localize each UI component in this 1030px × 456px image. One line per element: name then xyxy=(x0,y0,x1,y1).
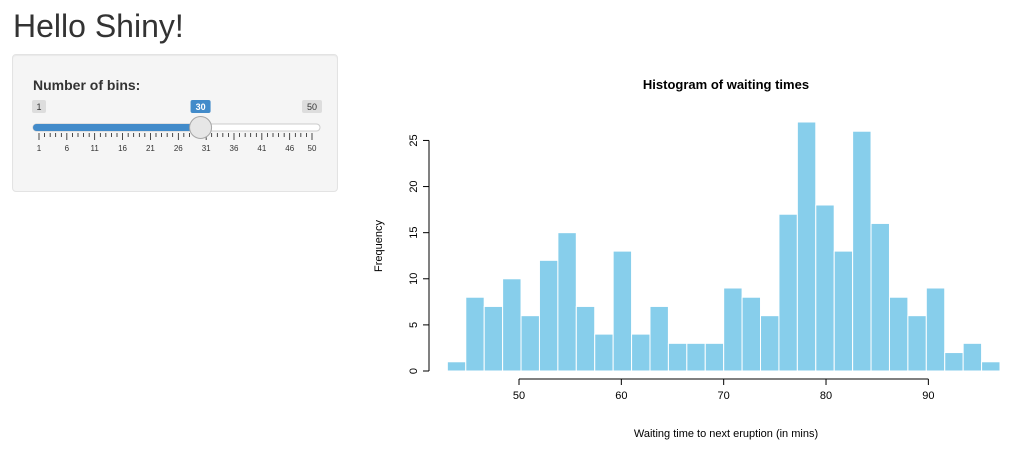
slider-tick-label: 6 xyxy=(65,144,70,153)
histogram-bar xyxy=(741,296,762,372)
histogram-bar xyxy=(649,305,669,372)
x-axis-label: Waiting time to next eruption (in mins) xyxy=(634,428,818,440)
x-tick-label: 50 xyxy=(513,390,525,402)
histogram-bar xyxy=(612,250,633,372)
slider-ticks: 1 6 11 16 21 26 31 36 41 46 50 xyxy=(37,133,317,153)
sidebar-panel: Number of bins: 1 50 30 1 6 11 16 21 26 31 36 41… xyxy=(12,54,338,192)
histogram-bar xyxy=(723,287,743,372)
y-axis: 0 5 10 15 20 25 xyxy=(408,134,430,374)
slider-tick-label: 21 xyxy=(146,144,155,153)
x-tick-label: 70 xyxy=(718,390,730,402)
slider-tick-label: 41 xyxy=(257,144,266,153)
histogram-bar xyxy=(594,333,614,372)
x-tick-label: 80 xyxy=(820,390,832,402)
histogram-bar xyxy=(686,342,706,372)
x-tick-label: 90 xyxy=(922,390,934,402)
histogram-bar xyxy=(796,121,817,372)
slider-min-badge xyxy=(32,100,46,113)
histogram-bar xyxy=(538,259,559,372)
histogram-bar xyxy=(815,204,835,372)
histogram-bar xyxy=(502,278,522,372)
histogram-bar xyxy=(667,342,688,372)
slider-min-label: 1 xyxy=(36,102,41,112)
slider-fill xyxy=(33,124,201,131)
bins-slider[interactable]: 1 50 30 1 6 11 16 21 26 31 36 41 46 50 xyxy=(13,55,339,193)
slider-tick-label: 16 xyxy=(118,144,127,153)
y-tick-label: 25 xyxy=(408,134,420,146)
histogram-bar xyxy=(888,296,909,372)
slider-tick-label: 1 xyxy=(37,144,42,153)
x-axis: 50 60 70 80 90 xyxy=(513,378,934,402)
histogram-bar xyxy=(907,315,927,372)
histogram-bars xyxy=(446,121,1001,372)
chart-title: Histogram of waiting times xyxy=(643,77,809,92)
slider-max-badge xyxy=(302,100,322,113)
slider-tick-label: 11 xyxy=(91,144,100,153)
slider-max-label: 50 xyxy=(307,102,317,112)
histogram-bar xyxy=(575,305,596,372)
y-axis-label: Frequency xyxy=(373,220,385,272)
histogram-bar xyxy=(962,342,983,372)
bins-slider-label: Number of bins: xyxy=(33,77,141,93)
x-tick-label: 60 xyxy=(615,390,627,402)
slider-tick-label: 46 xyxy=(285,144,294,153)
histogram-bar xyxy=(944,352,964,372)
histogram-bar xyxy=(870,222,890,372)
page-title: Hello Shiny! xyxy=(13,8,184,44)
slider-handle[interactable] xyxy=(189,116,213,139)
histogram-bar xyxy=(520,315,540,372)
histogram-bar xyxy=(631,333,651,372)
slider-tick-label: 26 xyxy=(174,144,183,153)
y-tick-label: 15 xyxy=(408,227,420,239)
y-tick-label: 0 xyxy=(408,368,420,374)
slider-tick-label: 36 xyxy=(230,144,239,153)
y-tick-label: 20 xyxy=(408,180,420,192)
y-tick-label: 5 xyxy=(408,322,420,328)
histogram-bar xyxy=(981,361,1001,372)
slider-value-badge xyxy=(190,100,211,113)
histogram-bar xyxy=(465,296,485,372)
histogram-bar xyxy=(704,342,725,372)
histogram-bar xyxy=(760,315,780,372)
y-tick-label: 10 xyxy=(408,273,420,285)
slider-tick-label: 50 xyxy=(308,144,317,153)
histogram-chart: Histogram of waiting times 50 60 70 80 90 0 5… xyxy=(373,77,1001,440)
histogram-bar xyxy=(446,361,467,372)
histogram-bar xyxy=(925,287,946,372)
histogram-bar xyxy=(557,232,577,372)
histogram-bar xyxy=(852,130,872,372)
slider-tick-label: 31 xyxy=(202,144,211,153)
slider-value-label: 30 xyxy=(196,102,206,112)
histogram-bar xyxy=(483,305,504,372)
histogram-bar xyxy=(833,250,854,372)
histogram-bar xyxy=(778,213,798,372)
